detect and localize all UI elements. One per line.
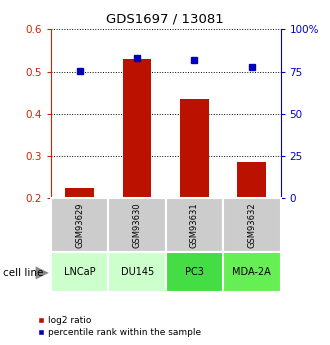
Bar: [223, 252, 280, 292]
Text: DU145: DU145: [120, 267, 154, 277]
Bar: [65, 188, 94, 198]
Text: LNCaP: LNCaP: [64, 267, 96, 277]
Bar: [166, 252, 223, 292]
Legend: log2 ratio, percentile rank within the sample: log2 ratio, percentile rank within the s…: [34, 313, 205, 341]
Bar: [166, 198, 223, 252]
Bar: [109, 252, 166, 292]
Text: cell line: cell line: [3, 268, 44, 277]
Text: GSM93629: GSM93629: [75, 203, 84, 248]
Text: GSM93630: GSM93630: [133, 202, 142, 248]
Bar: [123, 59, 151, 198]
Text: GSM93632: GSM93632: [247, 202, 256, 248]
Bar: [180, 99, 209, 198]
Text: MDA-2A: MDA-2A: [232, 267, 271, 277]
Text: GSM93631: GSM93631: [190, 202, 199, 248]
Bar: [238, 162, 266, 198]
Bar: [51, 198, 109, 252]
Bar: [109, 198, 166, 252]
Polygon shape: [36, 266, 49, 279]
Bar: [51, 252, 109, 292]
Text: PC3: PC3: [185, 267, 204, 277]
Text: GDS1697 / 13081: GDS1697 / 13081: [106, 12, 224, 25]
Bar: [223, 198, 280, 252]
